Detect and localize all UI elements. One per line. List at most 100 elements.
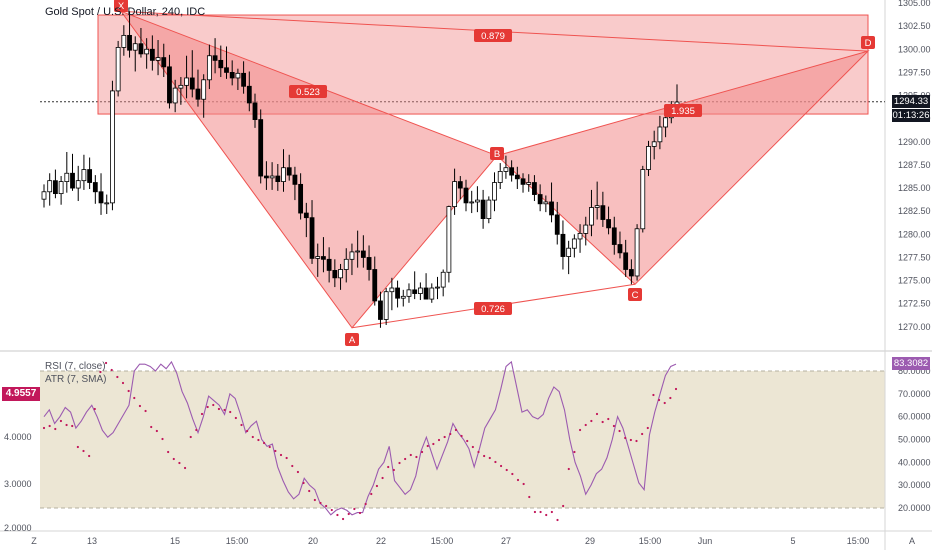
candle <box>417 287 423 294</box>
atr-point <box>449 432 452 436</box>
atr-point <box>387 465 390 469</box>
atr-point <box>325 504 328 508</box>
time-tick-label: 29 <box>585 536 595 546</box>
atr-point <box>150 425 153 429</box>
atr-point <box>59 419 63 423</box>
candle <box>360 250 366 258</box>
time-tick-label: A <box>909 536 915 546</box>
candle <box>503 167 509 172</box>
atr-point <box>336 513 339 517</box>
atr-point <box>539 510 542 514</box>
atr-label[interactable]: ATR (7, SMA) <box>45 374 107 385</box>
atr-point <box>590 419 593 423</box>
candle <box>577 233 583 240</box>
rsi-value-label: 83.3082 <box>892 357 930 370</box>
atr-point <box>183 466 187 470</box>
atr-point <box>522 482 525 486</box>
atr-point <box>268 445 271 449</box>
atr-tick-label: 2.0000 <box>4 523 32 533</box>
rsi-tick-label: 30.0000 <box>898 480 931 490</box>
price-tick-label: 1300.00 <box>898 44 931 54</box>
price-tick-label: 1305.00 <box>898 0 931 8</box>
atr-point <box>612 424 616 428</box>
candle <box>475 199 480 203</box>
price-tick-label: 1287.50 <box>898 160 931 170</box>
candle <box>554 214 560 235</box>
candle <box>326 258 332 271</box>
candle <box>178 84 184 89</box>
candle <box>206 55 212 81</box>
candle <box>651 141 657 147</box>
candle <box>275 175 281 182</box>
candle <box>634 228 640 277</box>
candle <box>144 48 150 55</box>
atr-point <box>404 457 407 461</box>
atr-point <box>607 417 610 421</box>
candle <box>440 271 446 288</box>
atr-point <box>110 368 113 372</box>
candle <box>355 250 361 253</box>
atr-point <box>488 456 491 460</box>
atr-point <box>652 393 655 397</box>
atr-point <box>499 464 503 468</box>
atr-point <box>578 428 582 432</box>
candle <box>617 244 623 254</box>
candle <box>543 201 549 205</box>
atr-point <box>477 450 480 454</box>
ratio-xd-label: 0.879 <box>481 31 505 42</box>
candle <box>480 199 486 220</box>
candle <box>246 85 252 104</box>
ratio-ac-label-bg <box>474 302 512 315</box>
time-tick-label: 15 <box>170 536 180 546</box>
atr-point <box>353 507 356 511</box>
candle <box>104 202 110 205</box>
candle <box>92 182 98 193</box>
candle <box>492 182 497 201</box>
candle <box>423 287 429 300</box>
ratio-xb-label: 0.523 <box>296 87 320 98</box>
candle <box>469 201 475 204</box>
atr-point <box>375 484 379 488</box>
candle <box>372 269 378 302</box>
candle <box>583 224 589 234</box>
atr-point <box>133 396 136 400</box>
atr-point <box>71 424 74 428</box>
atr-point <box>229 410 232 414</box>
atr-point <box>466 439 469 443</box>
price-tick-label: 1277.50 <box>898 252 931 262</box>
atr-point <box>646 426 649 430</box>
atr-point <box>167 450 170 454</box>
atr-point <box>251 435 254 439</box>
atr-point <box>296 470 300 474</box>
candle <box>537 194 543 205</box>
candle <box>412 289 418 294</box>
atr-point <box>257 438 260 442</box>
point-a-label: A <box>349 335 356 346</box>
point-c-label-bg <box>628 288 642 301</box>
atr-point <box>48 424 51 428</box>
atr-point <box>409 453 412 457</box>
candle <box>457 181 463 189</box>
atr-point <box>618 429 621 433</box>
atr-point <box>313 498 316 502</box>
candle <box>132 43 138 51</box>
candle <box>514 174 520 180</box>
candle <box>389 287 395 293</box>
price-tick-label: 1282.50 <box>898 206 931 216</box>
atr-point <box>669 396 672 400</box>
atr-point <box>415 455 418 459</box>
atr-point <box>178 461 181 465</box>
rsi-tick-label: 80.0000 <box>898 366 931 376</box>
rsi-tick-label: 50.0000 <box>898 435 931 445</box>
ratio-ac-label: 0.726 <box>481 304 505 315</box>
atr-point <box>291 464 294 468</box>
atr-point <box>319 501 322 505</box>
rsi-label[interactable]: RSI (7, close) <box>45 361 106 372</box>
atr-point <box>65 423 68 427</box>
candle <box>303 212 309 219</box>
candle <box>87 169 93 183</box>
candle <box>429 287 435 300</box>
atr-point <box>511 472 514 476</box>
candle <box>121 34 127 48</box>
candle <box>81 169 87 182</box>
